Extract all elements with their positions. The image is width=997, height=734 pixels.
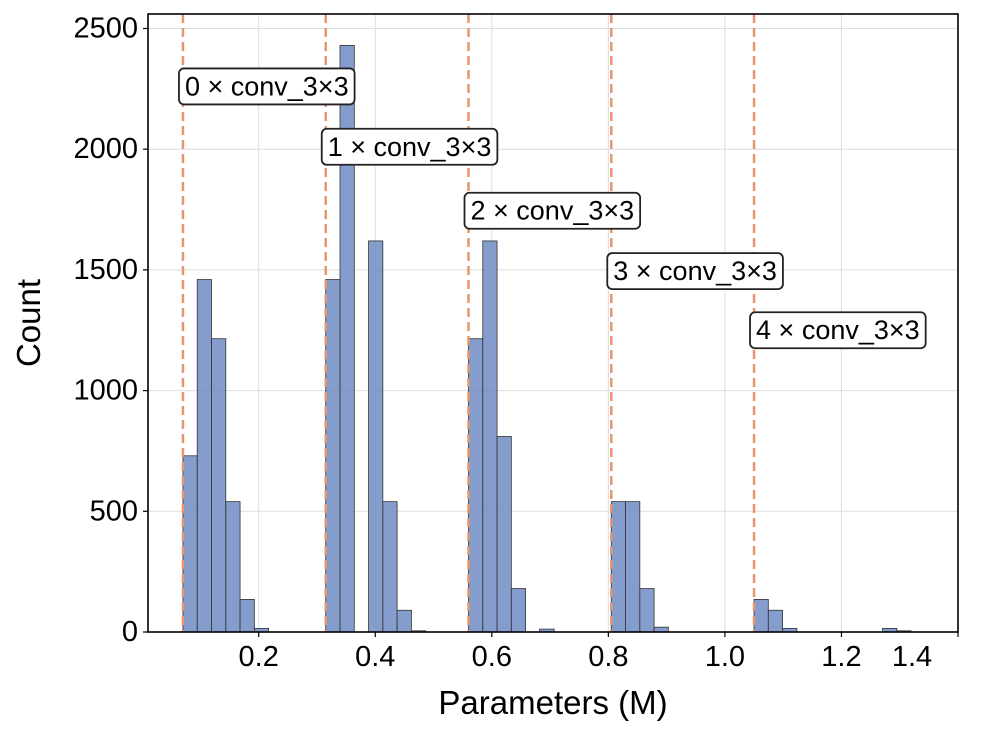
annotation-label: 1 × conv_3×3 <box>328 132 492 162</box>
annotation-frame <box>606 252 784 290</box>
histogram-bar <box>182 455 198 633</box>
y-tick-label: 2500 <box>73 12 138 44</box>
x-tick-label: 0.2 <box>239 641 279 673</box>
annotation-frame <box>320 127 499 166</box>
histogram-bar <box>396 609 412 633</box>
x-tick-label: 1.2 <box>821 641 861 673</box>
annotation-frame <box>749 311 927 350</box>
histogram-bar <box>225 501 241 633</box>
histogram-bar <box>325 279 341 633</box>
histogram-bar <box>211 338 227 633</box>
annotation-box: 2 × conv_3×3 <box>463 191 642 230</box>
histogram-bar <box>496 436 512 633</box>
annotation-label: 2 × conv_3×3 <box>471 196 635 226</box>
histogram-bar <box>625 501 641 633</box>
histogram-bar <box>639 588 655 633</box>
histogram-bar <box>468 338 484 633</box>
x-tick-label: 0.4 <box>355 641 395 673</box>
annotation-box: 0 × conv_3×3 <box>178 67 356 106</box>
x-tick-label: 0.8 <box>588 641 628 673</box>
x-axis-ticks: 0.2 0.4 0.6 0.8 1.0 1.2 1.4 <box>239 632 959 673</box>
conv-boundary-lines <box>181 14 756 632</box>
x-axis-title: Parameters (M) <box>438 684 667 721</box>
annotation-frame <box>463 191 642 230</box>
histogram-bar <box>610 501 626 633</box>
y-tick-label: 0 <box>122 616 138 648</box>
y-tick-label: 1000 <box>73 375 138 407</box>
histogram-bar <box>239 599 255 633</box>
histogram-bar <box>767 609 783 633</box>
x-tick-label: 1.4 <box>892 641 932 673</box>
y-axis-title: Count <box>10 279 47 367</box>
annotation-box: 3 × conv_3×3 <box>606 252 784 290</box>
histogram-bar <box>196 279 212 633</box>
annotation-label: 0 × conv_3×3 <box>185 71 349 101</box>
histogram-bar <box>368 240 384 633</box>
x-tick-label: 0.6 <box>472 641 512 673</box>
y-tick-label: 1500 <box>73 254 138 286</box>
annotation-label: 4 × conv_3×3 <box>756 315 920 345</box>
annotations: 0 × conv_3×3 1 × conv_3×3 2 × conv_3×3 3 × … <box>178 67 927 350</box>
histogram-bars <box>182 44 912 633</box>
histogram-bar <box>510 588 527 633</box>
histogram-bar <box>482 240 498 633</box>
annotation-frame <box>178 67 356 106</box>
annotation-box: 4 × conv_3×3 <box>749 311 927 350</box>
x-tick-label: 1.0 <box>705 641 745 673</box>
histogram-bar <box>382 501 398 633</box>
y-tick-label: 500 <box>90 495 138 527</box>
y-tick-label: 2000 <box>73 133 138 165</box>
y-axis-ticks: 0 500 1000 1500 2000 2500 <box>73 12 148 648</box>
annotation-label: 3 × conv_3×3 <box>613 256 777 286</box>
plot-frame <box>147 13 959 633</box>
annotation-box: 1 × conv_3×3 <box>320 127 499 166</box>
histogram-bar <box>753 599 769 633</box>
